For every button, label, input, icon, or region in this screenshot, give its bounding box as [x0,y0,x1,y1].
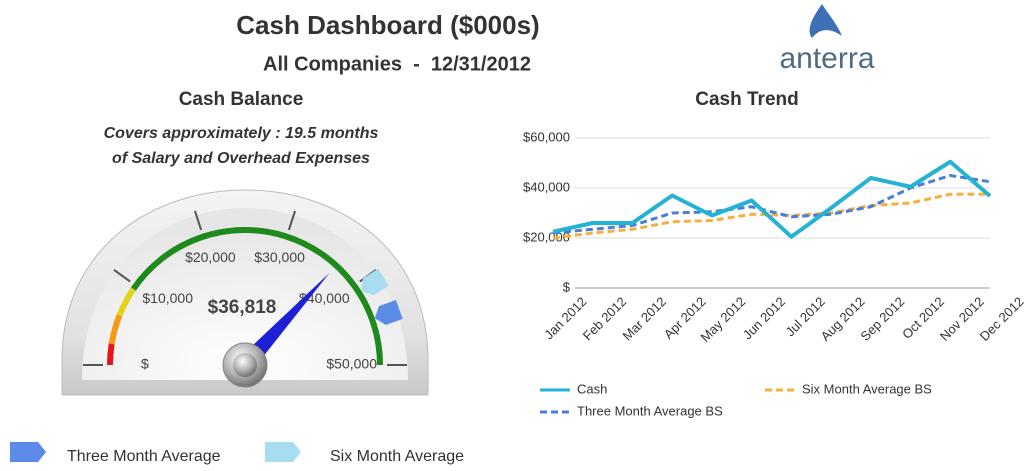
x-tick-label: Sep 2012 [857,294,907,344]
gauge-band [108,314,123,345]
gauge-tick-label: $20,000 [185,249,236,265]
x-tick-label: Jun 2012 [740,294,788,342]
x-tick-label: Dec 2012 [977,294,1027,344]
gauge-marker [361,268,389,296]
gauge-subtitle: Covers approximately : 19.5 months [104,125,379,142]
gauge-subtitle: of Salary and Overhead Expenses [112,150,370,167]
gauge-hub-inner [233,353,257,377]
y-tick-label: $ [563,279,571,294]
gauge-band [107,343,115,366]
title: Cash Dashboard ($000s) [236,10,539,40]
legend-label: Three Month Average BS [577,403,723,418]
series-line [552,192,990,240]
gauge-value-label: $36,818 [208,297,277,318]
gauge-tick [287,210,297,231]
legend-label: Six Month Average BS [802,381,932,396]
legend-label: Six Month Average [330,448,464,465]
gauge-tick-label: $30,000 [254,249,305,265]
gauge-tick-label: $ [141,356,149,372]
gauge-tick-label: $10,000 [142,290,193,306]
gauge-tick-label: $50,000 [326,356,377,372]
logo-mark [809,4,842,38]
gauge-tick [193,210,203,231]
subtitle: All Companies - 12/31/2012 [263,53,531,75]
legend-icon [265,442,301,462]
y-tick-label: $40,000 [523,179,570,194]
gauge-marker [374,300,403,325]
legend-label: Three Month Average [67,448,221,465]
y-tick-label: $20,000 [523,229,570,244]
legend-label: Cash [577,381,607,396]
x-tick-label: Mar 2012 [620,294,669,343]
gauge-band [116,287,136,317]
gauge-band [130,227,383,366]
series-line [552,174,991,235]
y-tick-label: $60,000 [523,129,570,144]
gauge-title: Cash Balance [179,89,304,110]
legend-icon [10,442,46,462]
gauge-tick [113,268,131,283]
series-line [552,159,992,239]
logo: anterra [779,42,874,75]
gauge-needle [238,272,330,372]
line-title: Cash Trend [695,89,798,110]
gauge-face [82,208,408,380]
